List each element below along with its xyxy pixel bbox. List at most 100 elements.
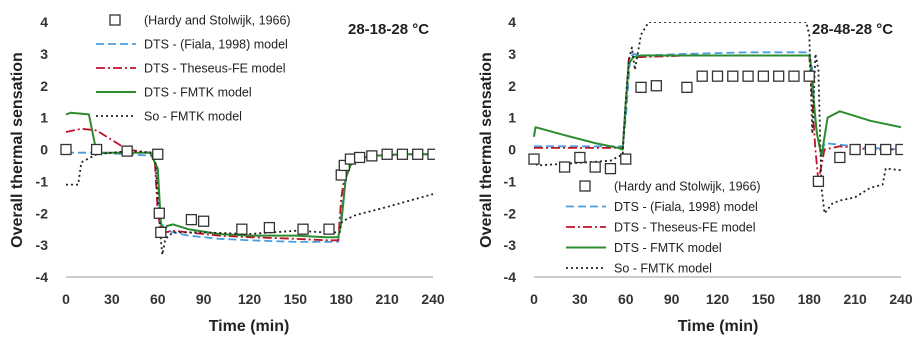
data-point-marker xyxy=(604,162,617,175)
x-tick-label: 150 xyxy=(284,291,308,307)
x-tick-label: 90 xyxy=(196,291,212,307)
data-point-marker xyxy=(323,223,335,235)
data-point-marker xyxy=(773,70,785,82)
x-tick-labels: 0 30 60 90 120 150 180 210 240 xyxy=(62,291,445,307)
data-point-marker xyxy=(864,143,877,156)
y-tick-label: 4 xyxy=(508,14,516,30)
data-point-marker xyxy=(155,226,167,239)
x-tick-label: 120 xyxy=(706,291,730,307)
data-point-marker xyxy=(152,148,164,160)
data-point-marker xyxy=(849,143,861,156)
data-point-marker xyxy=(788,70,800,82)
series-line xyxy=(65,127,433,242)
data-point-marker xyxy=(153,207,165,219)
y-tick-labels: -4 -3 -2 -1 0 1 2 3 4 xyxy=(36,14,49,285)
y-tick-label: -2 xyxy=(504,205,517,221)
data-point-marker xyxy=(742,70,754,82)
y-tick-label: 0 xyxy=(508,142,516,158)
legend-marker-symbol xyxy=(109,14,121,26)
x-tick-label: 60 xyxy=(618,291,634,307)
data-point-marker xyxy=(589,161,601,173)
x-tick-label: 30 xyxy=(104,291,120,307)
data-point-marker xyxy=(338,159,350,172)
x-tick-labels: 0 30 60 90 120 150 180 210 240 xyxy=(530,291,913,307)
series-line xyxy=(534,51,902,157)
series-line xyxy=(533,22,902,215)
data-point-marker xyxy=(353,151,366,164)
legend-entry-label: DTS - Theseus-FE model xyxy=(144,62,285,76)
y-tick-label: 2 xyxy=(40,78,48,94)
data-point-marker xyxy=(574,151,586,164)
data-point-marker xyxy=(880,143,892,156)
x-tick-label: 120 xyxy=(238,291,262,307)
data-point-marker xyxy=(834,151,846,164)
y-tick-label: -1 xyxy=(36,173,49,189)
y-axis-label: Overall thermal sensation xyxy=(478,52,495,248)
legend-entry-label: DTS - Theseus-FE model xyxy=(614,221,755,235)
data-point-marker xyxy=(197,215,210,227)
x-tick-label: 240 xyxy=(421,291,445,307)
legend-entry-label: DTS - FMTK model xyxy=(614,241,722,255)
x-tick-label: 0 xyxy=(62,291,70,307)
data-point-marker xyxy=(681,81,693,93)
data-point-marker xyxy=(381,148,393,160)
x-tick-label: 210 xyxy=(843,291,867,307)
x-axis-label: Time (min) xyxy=(678,318,759,335)
x-tick-label: 90 xyxy=(664,291,680,307)
y-tick-label: -1 xyxy=(504,173,517,189)
data-point-marker xyxy=(60,143,72,156)
chart-panel-left: -4 -3 -2 -1 0 1 2 3 4 0 30 60 90 120 150 180 210 240 Ove… xyxy=(9,14,445,336)
x-tick-label: 150 xyxy=(752,291,776,307)
y-tick-label: 3 xyxy=(40,46,48,62)
chart-title: 28-48-28 °C xyxy=(812,21,893,38)
data-point-marker xyxy=(90,143,103,156)
legend: (Hardy and Stolwijk, 1966) DTS - (Fiala, … xyxy=(96,14,291,124)
data-point-marker xyxy=(711,70,724,82)
y-tick-label: 3 xyxy=(508,46,516,62)
y-tick-label: 1 xyxy=(40,110,48,126)
data-point-marker xyxy=(696,70,708,82)
data-point-marker xyxy=(121,145,133,157)
data-point-marker xyxy=(396,148,409,160)
y-tick-label: -3 xyxy=(504,237,517,253)
series-line xyxy=(66,150,434,256)
legend-entry-label: (Hardy and Stolwijk, 1966) xyxy=(614,180,761,194)
data-point-marker xyxy=(812,175,825,188)
x-tick-label: 210 xyxy=(375,291,399,307)
data-point-marker xyxy=(427,148,435,160)
data-point-marker xyxy=(528,153,540,165)
x-axis-label: Time (min) xyxy=(209,318,290,335)
data-point-marker xyxy=(335,169,347,181)
legend-marker-symbol xyxy=(579,180,591,192)
data-point-marker xyxy=(297,223,309,235)
y-tick-label: -3 xyxy=(36,237,49,253)
x-tick-label: 180 xyxy=(798,291,822,307)
data-point-marker xyxy=(366,150,378,162)
x-tick-label: 240 xyxy=(889,291,913,307)
x-tick-label: 60 xyxy=(150,291,166,307)
x-tick-label: 30 xyxy=(572,291,588,307)
data-point-marker xyxy=(620,153,632,165)
legend-entry-label: DTS - (Fiala, 1998) model xyxy=(614,200,758,214)
chart-panel-right: -4 -3 -2 -1 0 1 2 3 4 0 30 60 90 120 150 180 210 240 Ove… xyxy=(478,14,913,335)
legend: (Hardy and Stolwijk, 1966) DTS - (Fiala, … xyxy=(566,180,761,276)
data-point-marker xyxy=(185,213,198,226)
x-tick-label: 180 xyxy=(330,291,354,307)
data-point-marker xyxy=(263,221,276,234)
data-point-marker xyxy=(757,70,770,82)
legend-entry-label: DTS - FMTK model xyxy=(144,86,252,100)
data-point-marker xyxy=(635,81,647,93)
legend-entry-label: So - FMTK model xyxy=(614,262,712,276)
y-tick-label: -4 xyxy=(504,269,517,285)
y-tick-label: 4 xyxy=(40,14,48,30)
data-point-marker xyxy=(412,148,424,160)
series-line xyxy=(66,151,433,243)
y-tick-label: -4 xyxy=(36,269,49,285)
data-point-marker xyxy=(236,223,248,235)
data-point-marker xyxy=(803,70,815,82)
data-point-marker xyxy=(558,161,571,173)
data-point-marker xyxy=(895,143,903,156)
y-tick-label: -2 xyxy=(36,205,49,221)
legend-entry-label: So - FMTK model xyxy=(144,110,242,124)
